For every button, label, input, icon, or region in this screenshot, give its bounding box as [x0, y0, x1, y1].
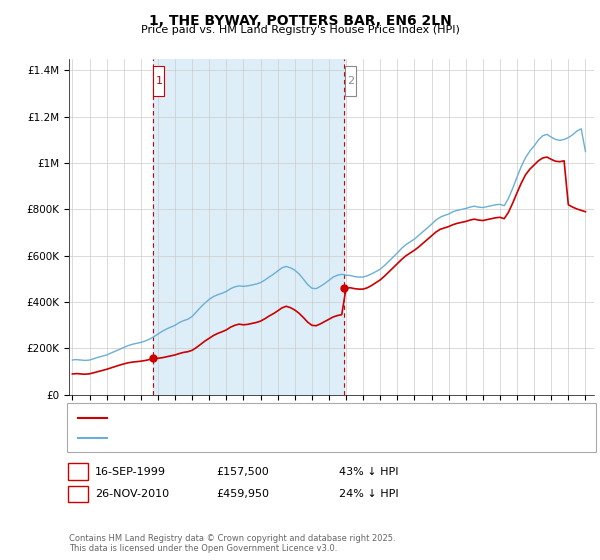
Text: 24% ↓ HPI: 24% ↓ HPI — [339, 489, 398, 499]
Text: 26-NOV-2010: 26-NOV-2010 — [95, 489, 169, 499]
Bar — [153, 59, 344, 395]
Text: 1: 1 — [155, 76, 163, 86]
Text: £459,950: £459,950 — [216, 489, 269, 499]
Text: 16-SEP-1999: 16-SEP-1999 — [95, 466, 166, 477]
Text: 1, THE BYWAY, POTTERS BAR, EN6 2LN: 1, THE BYWAY, POTTERS BAR, EN6 2LN — [149, 14, 451, 28]
FancyBboxPatch shape — [154, 66, 164, 96]
Text: Contains HM Land Registry data © Crown copyright and database right 2025.
This d: Contains HM Land Registry data © Crown c… — [69, 534, 395, 553]
Text: 1: 1 — [74, 466, 82, 477]
Text: Price paid vs. HM Land Registry's House Price Index (HPI): Price paid vs. HM Land Registry's House … — [140, 25, 460, 35]
Text: HPI: Average price, detached house, Hertsmere: HPI: Average price, detached house, Hert… — [114, 433, 362, 443]
Text: 43% ↓ HPI: 43% ↓ HPI — [339, 466, 398, 477]
Text: £157,500: £157,500 — [216, 466, 269, 477]
FancyBboxPatch shape — [345, 66, 356, 96]
Text: 1, THE BYWAY, POTTERS BAR, EN6 2LN (detached house): 1, THE BYWAY, POTTERS BAR, EN6 2LN (deta… — [114, 413, 410, 423]
Text: 2: 2 — [74, 489, 82, 499]
Text: 2: 2 — [347, 76, 354, 86]
